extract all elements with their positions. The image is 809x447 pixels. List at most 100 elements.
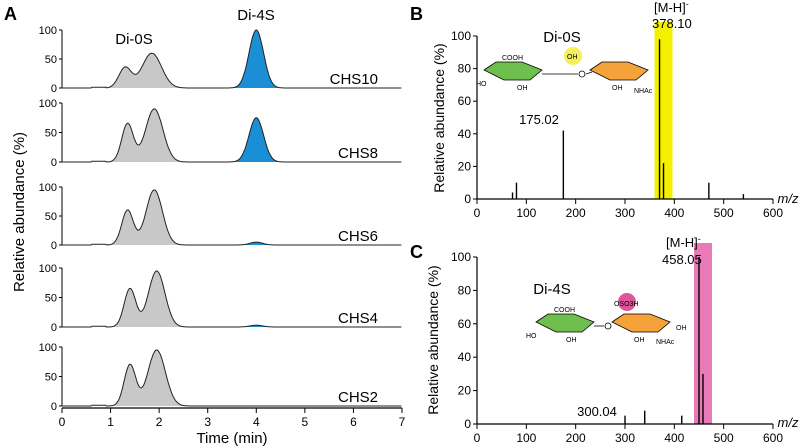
trace-label: CHS2 [338,389,378,406]
di0s-oh2-label: OH [612,85,623,92]
di0s-ho-label: HO [476,81,487,88]
trace-chs2: 100 50 0 CHS2 [39,342,402,413]
trace-chs4: 100 50 0 CHS4 [39,263,402,334]
trace-line [62,29,402,89]
x-tick-label: 600 [763,431,783,445]
trace-y-tick-label: 50 [45,293,57,305]
y-tick-label: 80 [458,283,472,297]
x-tick-label: 500 [714,206,734,220]
x-tick-label: 300 [615,206,635,220]
di4s-galnac-ring [611,313,671,333]
y-tick-label: 60 [458,317,472,331]
di0s-uronic-ring [483,61,543,81]
di0s-bridge-oxygen [578,70,586,78]
panel-c-title: Di-4S [533,281,571,298]
panel-c-xlabel: m/z [778,415,799,430]
panel-a-x-tick-label: 0 [59,415,66,429]
di4s-peak-area [222,30,291,88]
di0s-nhac-label: NHAc [634,88,653,95]
di4s-peak-area [222,242,291,245]
peak-label-di4s: Di-4S [237,7,275,24]
trace-label: CHS4 [338,310,378,327]
di4s-peak-area [222,117,291,162]
di0s-bond-right [585,71,593,75]
y-tick-label: 40 [458,127,472,141]
di0s-peak-area [100,53,208,88]
trace-line [62,270,402,328]
x-tick-label: 0 [474,206,481,220]
y-tick-label: 20 [458,384,472,398]
panel-c-ion-value: 458.05 [662,252,702,267]
di0s-oh-top-label: OH [567,54,578,61]
x-tick-label: 0 [474,431,481,445]
panel-b-ion-label: [M-H]- [654,0,689,15]
trace-y-tick-label: 0 [51,83,57,95]
panel-a-x-tick-label: 4 [253,415,260,429]
di0s-peak-area [100,189,208,245]
panel-b-title: Di-0S [543,29,581,46]
y-tick-label: 60 [458,94,472,108]
panel-a-xlabel: Time (min) [196,430,267,447]
panel-b-label: B [410,4,423,24]
trace-line [62,189,402,246]
di0s-cooh-label: COOH [502,55,523,62]
trace-line [62,108,402,163]
di0s-peak-area [100,349,208,406]
di0s-peak-area [100,270,208,327]
trace-y-tick-label: 0 [51,240,57,252]
di4s-sulfate-highlight [618,293,636,311]
di4s-structure: COOH HO OH OSO3H OH NHAc OH [526,293,687,346]
panel-b-ylabel: Relative abundance (%) [431,43,447,192]
di0s-galnac-ring [589,61,649,81]
panel-a-x-tick-label: 2 [156,415,163,429]
x-tick-label: 600 [763,206,783,220]
panel-a-x-ticks: 0 1 2 3 4 5 6 7 [59,408,406,429]
panel-a-x-tick-label: 5 [302,415,309,429]
di0s-oh1-label: OH [517,85,528,92]
x-tick-label: 200 [566,431,586,445]
panel-a-x-tick-label: 1 [107,415,114,429]
trace-chs8: 100 50 0 CHS8 [39,98,402,169]
x-tick-label: 500 [714,431,734,445]
di4s-oh1-label: OH [566,337,577,344]
panel-a-x-tick-label: 6 [350,415,357,429]
y-tick-label: 0 [464,192,471,206]
trace-chs6: 100 50 0 CHS6 [39,182,402,252]
panel-a-traces: 100 50 0 CHS10 100 50 0 CHS8 100 50 0 CHS6 100 50 0 CHS… [39,25,402,413]
trace-y-tick-label: 0 [51,157,57,169]
x-tick-label: 200 [566,206,586,220]
panel-a-x-tick-label: 3 [204,415,211,429]
y-tick-label: 40 [458,350,472,364]
trace-y-tick-label: 100 [39,263,57,275]
trace-y-tick-label: 100 [39,98,57,110]
panel-c-peak-annotation: 300.04 [577,404,617,419]
x-tick-label: 400 [664,206,684,220]
trace-label: CHS6 [338,228,378,245]
di4s-bridge-oxygen [604,322,612,330]
di4s-uronic-ring [535,313,595,333]
trace-y-tick-label: 0 [51,401,57,413]
trace-y-tick-label: 50 [45,372,57,384]
panel-b-xlabel: m/z [778,191,799,206]
y-tick-label: 80 [458,62,472,76]
panel-a-ylabel: Relative abundance (%) [11,132,28,292]
panel-c-ion-label: [M-H]- [666,234,701,250]
di0s-oh-highlight [564,47,582,65]
panel-a-x-tick-label: 7 [399,415,406,429]
di4s-cooh-label: COOH [554,307,575,314]
panel-b-ion-value: 378.10 [652,16,692,31]
x-tick-label: 100 [516,206,536,220]
trace-label: CHS10 [330,71,378,88]
di4s-oso3h-label: OSO3H [614,301,639,308]
trace-chs10: 100 50 0 CHS10 [39,25,402,95]
trace-y-tick-label: 50 [45,211,57,223]
trace-y-tick-label: 100 [39,182,57,194]
di0s-structure: COOH HO OH OH OH NHAc [476,47,653,95]
panel-b-peak-annotation: 175.02 [519,112,559,127]
peak-label-di0s: Di-0S [115,31,153,48]
x-tick-label: 100 [516,431,536,445]
di4s-ho-label: HO [526,333,537,340]
